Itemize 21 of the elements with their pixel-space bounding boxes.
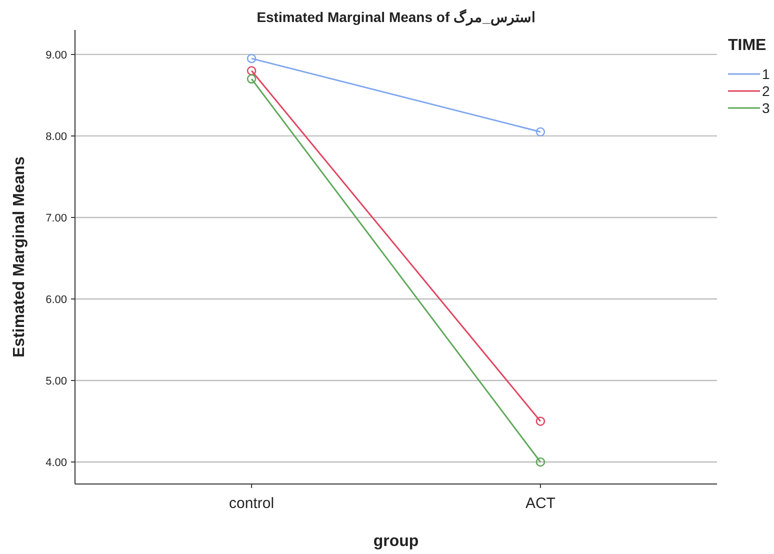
point: [536, 416, 546, 426]
legend-label: 2: [762, 83, 770, 99]
y-tick-label: 6.00: [46, 294, 67, 306]
y-tick-label: 5.00: [46, 375, 67, 388]
y-tick-label: 9.00: [46, 49, 67, 62]
y-tick-label: 4.00: [46, 456, 67, 469]
x-tick-label: control: [229, 495, 274, 512]
chart-title: Estimated Marginal Means of استرس_مرگ: [256, 9, 536, 26]
x-tick-label: ACT: [525, 495, 556, 512]
legend-label: 3: [762, 100, 770, 116]
x-axis-title: group: [373, 533, 419, 550]
point: [246, 74, 256, 84]
point: [536, 457, 546, 467]
point: [246, 54, 256, 64]
point: [536, 127, 546, 137]
y-tick-label: 7.00: [46, 212, 67, 224]
y-tick-label: 8.00: [46, 130, 67, 143]
legend-title: TIME: [728, 37, 767, 54]
point: [246, 66, 256, 76]
y-axis-title: Estimated Marginal Means: [11, 156, 28, 358]
legend-label: 1: [762, 66, 770, 82]
